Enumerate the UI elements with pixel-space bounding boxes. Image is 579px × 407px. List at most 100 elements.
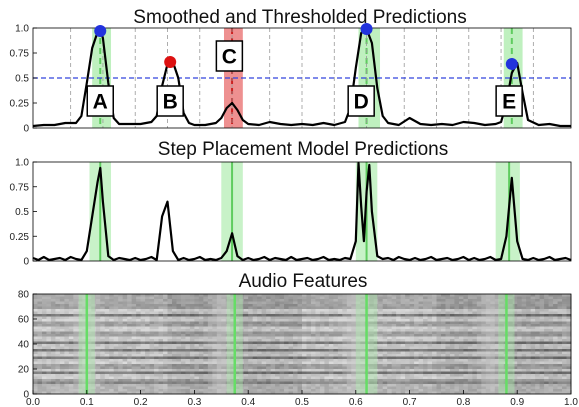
spectrogram-cell: [50, 296, 56, 300]
spectrogram-cell: [149, 384, 155, 387]
spectrogram-cell: [194, 299, 200, 302]
spectrogram-cell: [458, 354, 464, 357]
spectrogram-cell: [64, 376, 70, 380]
spectrogram-cell: [91, 321, 97, 325]
spectrogram-cell: [46, 379, 52, 382]
spectrogram-cell: [481, 316, 487, 320]
spectrogram-cell: [535, 384, 541, 387]
spectrogram-cell: [302, 346, 307, 350]
spectrogram-cell: [176, 294, 182, 297]
spectrogram-cell: [145, 316, 150, 320]
spectrogram-cell: [521, 391, 527, 395]
spectrogram-cell: [203, 364, 209, 367]
spectrogram-cell: [346, 306, 352, 310]
spectrogram-cell: [221, 379, 227, 382]
spectrogram-cell: [131, 349, 137, 352]
spectrogram-cell: [216, 344, 222, 347]
spectrogram-cell: [302, 371, 307, 375]
spectrogram-cell: [548, 381, 554, 385]
spectrogram-cell: [499, 366, 505, 370]
spectrogram-cell: [68, 364, 74, 367]
spectrogram-cell: [239, 331, 245, 335]
spectrogram-cell: [59, 304, 65, 307]
spectrogram-cell: [463, 391, 469, 395]
spectrogram-cell: [472, 384, 478, 387]
spectrogram-cell: [485, 299, 491, 302]
spectrogram-cell: [553, 296, 558, 300]
spectrogram-cell: [400, 336, 406, 340]
spectrogram-cell: [467, 316, 473, 320]
spectrogram-cell: [297, 344, 303, 347]
spectrogram-cell: [436, 361, 442, 365]
spectrogram-cell: [194, 311, 200, 315]
spectrogram-cell: [530, 319, 536, 322]
spectrogram-cell: [212, 321, 218, 325]
spectrogram-cell: [458, 371, 464, 375]
spectrogram-cell: [467, 381, 473, 385]
spectrogram-cell: [351, 304, 357, 307]
y-tick-label-0: 0: [23, 390, 29, 401]
spectrogram-cell: [351, 354, 357, 357]
spectrogram-cell: [387, 359, 393, 362]
spectrogram-cell: [185, 351, 191, 355]
spectrogram-cell: [342, 314, 348, 317]
spectrogram-cell: [248, 339, 254, 342]
spectrogram-cell: [279, 374, 285, 377]
spectrogram-cell: [414, 304, 419, 307]
spectrogram-cell: [463, 379, 469, 382]
spectrogram-cell: [225, 344, 231, 347]
spectrogram-cell: [167, 386, 173, 390]
spectrogram-cell: [207, 294, 213, 297]
spectrogram-cell: [530, 349, 536, 352]
spectrogram-cell: [55, 354, 61, 357]
spectrogram-cell: [378, 304, 384, 307]
spectrogram-cell: [539, 329, 545, 332]
spectrogram-cell: [517, 334, 523, 337]
spectrogram-cell: [319, 344, 325, 347]
spectrogram-cell: [104, 359, 110, 362]
spectrogram-cell: [266, 354, 272, 357]
spectrogram-cell: [297, 371, 303, 375]
spectrogram-cell: [59, 386, 65, 390]
spectrogram-cell: [490, 386, 496, 390]
spectrogram-cell: [216, 349, 222, 352]
spectrogram-cell: [548, 331, 554, 335]
spectrogram-cell: [467, 384, 473, 387]
spectrogram-cell: [266, 339, 272, 342]
spectrogram-cell: [239, 339, 245, 342]
spectrogram-cell: [131, 361, 137, 365]
spectrogram-cell: [127, 311, 133, 315]
spectrogram-cell: [306, 314, 312, 317]
spectrogram-cell: [171, 324, 177, 327]
spectrogram-cell: [463, 306, 469, 310]
spectrogram-cell: [535, 314, 541, 317]
spectrogram-cell: [418, 381, 424, 385]
spectrogram-cell: [207, 391, 213, 395]
spectrogram-cell: [212, 351, 218, 355]
spectrogram-cell: [113, 341, 119, 345]
spectrogram-cell: [566, 296, 572, 300]
spectrogram-cell: [167, 379, 173, 382]
spectrogram-cell: [544, 379, 549, 382]
spectrogram-cell: [512, 311, 518, 315]
spectrogram-cell: [207, 324, 213, 327]
spectrogram-cell: [562, 294, 567, 297]
spectrogram-cell: [230, 369, 236, 372]
peak-label-b: B: [163, 91, 178, 114]
x-tick-label-10: 1.0: [564, 397, 578, 407]
spectrogram-cell: [414, 296, 419, 300]
spectrogram-cell: [234, 316, 240, 320]
spectrogram-cell: [198, 374, 204, 377]
y-tick-label-3: 60: [18, 315, 30, 326]
spectrogram-cell: [91, 381, 97, 385]
spectrogram-cell: [346, 331, 352, 335]
spectrogram-cell: [163, 384, 168, 387]
spectrogram-cell: [113, 389, 119, 392]
spectrogram-cell: [382, 311, 388, 315]
spectrogram-cell: [427, 326, 433, 330]
spectrogram-cell: [136, 376, 141, 380]
spectrogram-cell: [41, 319, 47, 322]
spectrogram-cell: [55, 361, 61, 365]
spectrogram-cell: [221, 319, 227, 322]
spectrogram-cell: [234, 321, 240, 325]
